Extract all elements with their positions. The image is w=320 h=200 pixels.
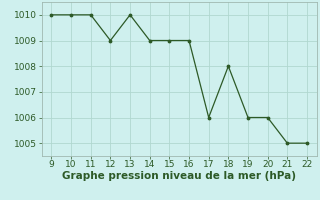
X-axis label: Graphe pression niveau de la mer (hPa): Graphe pression niveau de la mer (hPa) [62, 171, 296, 181]
